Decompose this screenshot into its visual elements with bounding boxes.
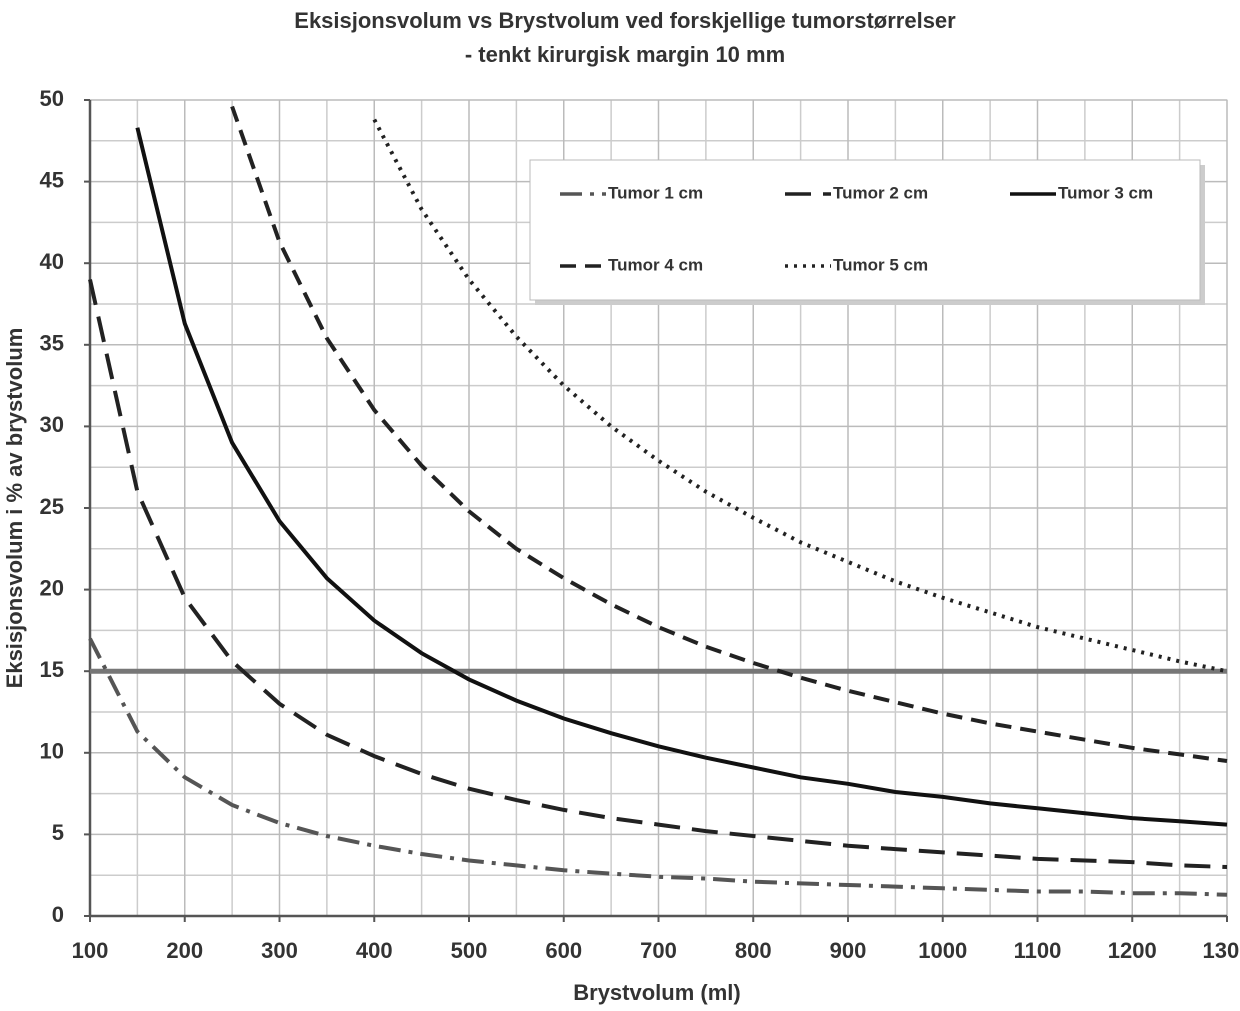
x-tick-label: 300 — [261, 938, 298, 963]
y-tick-label: 0 — [52, 902, 64, 927]
legend-label: Tumor 1 cm — [608, 183, 703, 202]
x-tick-label: 1100 — [1014, 938, 1062, 963]
x-tick-label: 700 — [640, 938, 677, 963]
x-tick-label: 1200 — [1108, 938, 1157, 963]
series-line — [88, 637, 1228, 897]
x-tick-label: 500 — [451, 938, 488, 963]
y-tick-label: 20 — [40, 575, 64, 600]
x-tick-label: 400 — [356, 938, 393, 963]
y-tick-label: 40 — [40, 249, 64, 274]
y-tick-label: 5 — [52, 820, 64, 845]
series-line — [372, 118, 1228, 674]
legend-box — [529, 159, 1201, 301]
x-tick-label: 200 — [166, 938, 203, 963]
chart-subtitle: - tenkt kirurgisk margin 10 mm — [465, 42, 785, 67]
y-tick-label: 25 — [40, 494, 64, 519]
x-axis-label: Brystvolum (ml) — [573, 980, 740, 1005]
x-tick-label: 1300 — [1203, 938, 1240, 963]
x-tick-label: 1000 — [918, 938, 967, 963]
x-tick-label: 100 — [72, 938, 109, 963]
legend-label: Tumor 4 cm — [608, 255, 703, 274]
y-tick-label: 10 — [40, 739, 64, 764]
series-line — [88, 279, 1228, 869]
y-tick-label: 15 — [40, 657, 64, 682]
y-tick-label: 35 — [40, 331, 64, 356]
chart-title: Eksisjonsvolum vs Brystvolum ved forskje… — [294, 8, 956, 33]
y-tick-label: 50 — [40, 86, 64, 111]
legend-label: Tumor 3 cm — [1058, 183, 1153, 202]
legend-label: Tumor 2 cm — [833, 183, 928, 202]
legend-label: Tumor 5 cm — [833, 255, 928, 274]
y-tick-label: 30 — [40, 412, 64, 437]
x-tick-label: 600 — [545, 938, 582, 963]
x-tick-label: 900 — [830, 938, 867, 963]
series-line — [135, 127, 1228, 827]
y-axis-label: Eksisjonsvolum i % av brystvolum — [2, 328, 27, 689]
y-tick-label: 45 — [40, 167, 64, 192]
x-tick-label: 800 — [735, 938, 772, 963]
